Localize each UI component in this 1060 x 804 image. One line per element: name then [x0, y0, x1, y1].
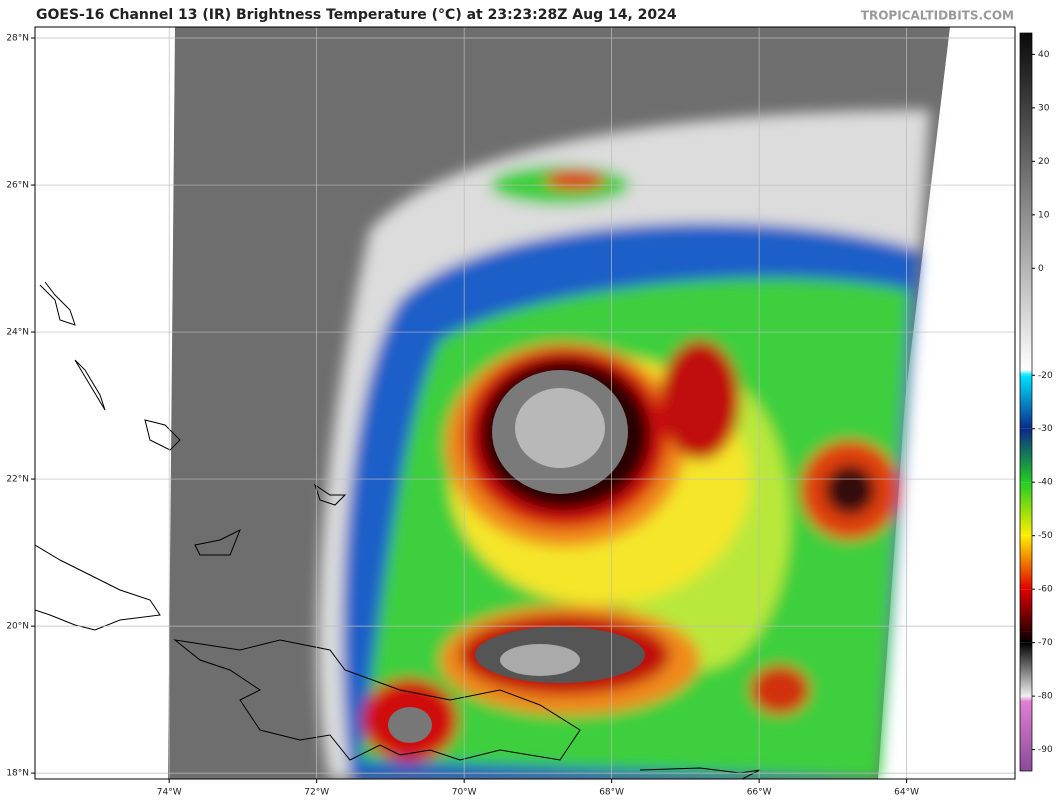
colorbar-frame: [1019, 32, 1033, 772]
colorbar-tick-label: -30: [1038, 424, 1053, 434]
colorbar-segment: [1020, 631, 1032, 643]
lon-tick-label: 66°W: [747, 788, 772, 798]
colorbar-segment: [1020, 701, 1032, 771]
colorbar-tick-label: 20: [1038, 157, 1050, 167]
colorbar: 40 30 20 10 0 -20 -30 -40 -50 -60 -70 -80 -90: [1019, 32, 1053, 772]
lon-tick-label: 72°W: [304, 788, 329, 798]
colorbar-tick-label: -70: [1038, 638, 1053, 648]
lat-tick-label: 24°N: [6, 328, 29, 338]
colorbar-tick-label: 40: [1038, 50, 1050, 60]
colorbar-segment: [1020, 589, 1032, 632]
lat-tick-label: 18°N: [6, 769, 29, 779]
colorbar-segment: [1020, 482, 1032, 536]
colorbar-segment: [1020, 428, 1032, 483]
lon-tick-label: 70°W: [452, 788, 477, 798]
colorbar-tick-label: -80: [1038, 692, 1053, 702]
colorbar-tick-label: 10: [1038, 210, 1050, 220]
colorbar-tick-label: -90: [1038, 745, 1053, 755]
grid: [35, 27, 1015, 779]
axes: 18°N 20°N 22°N 24°N 26°N 28°N 74°W 72°W 70°W 68°W…: [6, 34, 919, 798]
colorbar-tick-label: -20: [1038, 371, 1053, 381]
map-frame: [34, 26, 1016, 780]
colorbar-segment: [1020, 642, 1032, 697]
lon-tick-label: 64°W: [894, 788, 919, 798]
colorbar-segment: [1020, 369, 1032, 376]
colorbar-tick-label: -50: [1038, 531, 1053, 541]
lon-tick-label: 68°W: [599, 788, 624, 798]
lat-tick-label: 20°N: [6, 622, 29, 632]
colorbar-tick-label: 30: [1038, 103, 1050, 113]
imagery: [35, 27, 1015, 779]
colorbar-tick-label: 0: [1038, 264, 1044, 274]
lat-tick-label: 22°N: [6, 475, 29, 485]
source: TROPICALTIDBITS.COM: [861, 9, 1014, 23]
colorbar-tick-label: -60: [1038, 585, 1053, 595]
lat-tick-label: 28°N: [6, 34, 29, 44]
title: GOES-16 Channel 13 (IR) Brightness Tempe…: [36, 7, 677, 23]
colorbar-tick-label: -40: [1038, 478, 1053, 488]
colorbar-segment: [1020, 33, 1032, 370]
colorbar-segment: [1020, 696, 1032, 702]
colorbar-segment: [1020, 535, 1032, 590]
lon-tick-label: 74°W: [157, 788, 182, 798]
colorbar-segment: [1020, 375, 1032, 429]
lat-tick-label: 26°N: [6, 181, 29, 191]
